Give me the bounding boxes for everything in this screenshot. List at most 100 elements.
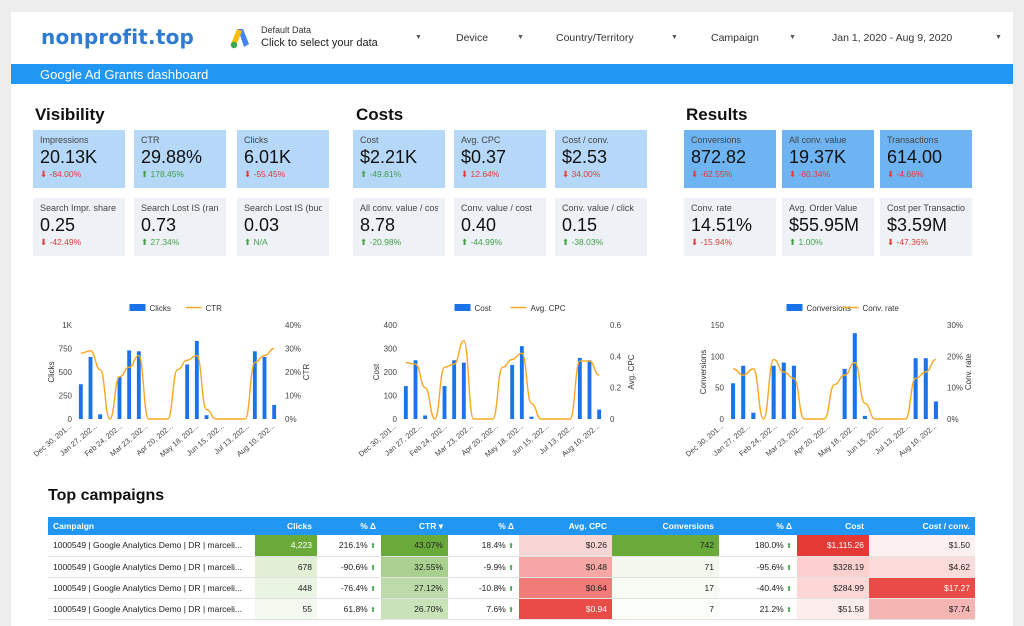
- cell-avg-cpc: $0.64: [519, 577, 612, 599]
- cell-campaign-value: 1000549 | Google Analytics Demo | DR | m…: [53, 540, 242, 551]
- col-conversions-change[interactable]: % Δ: [719, 517, 797, 535]
- arrow-up-icon: ⬆: [789, 237, 797, 247]
- col-ctr[interactable]: CTR ▾: [381, 517, 448, 535]
- table-row[interactable]: 1000549 | Google Analytics Demo | DR | m…: [48, 535, 975, 557]
- cell-ctr-value: 32.55%: [414, 561, 443, 572]
- y-right-tick: 0.6: [610, 321, 622, 330]
- chart-bar: [587, 360, 592, 419]
- cell-clicks-change-value: -76.4%: [340, 582, 368, 593]
- scorecard-change-value: -15.94%: [700, 237, 733, 247]
- y-left-tick: 400: [384, 321, 398, 330]
- cell-conversions-value: 7: [709, 603, 714, 614]
- scorecard-impressions: Impressions 20.13K ⬇ -84.00%: [33, 130, 125, 188]
- scorecard-change-value: -38.03%: [571, 237, 604, 247]
- cell-conversions-value: 17: [704, 582, 714, 593]
- chart-bar: [117, 376, 122, 419]
- chart-bar: [98, 414, 103, 419]
- dashboard-title: Google Ad Grants dashboard: [40, 67, 209, 82]
- col-cost-per-conv[interactable]: Cost / conv.: [869, 517, 975, 535]
- clicks-ctr-chart: Clicks CTR 1K 750 500 250 0 40% 30% 20% 10% 0% Click…: [32, 304, 311, 459]
- col-conversions[interactable]: Conversions: [612, 517, 719, 535]
- cell-clicks-value: 55: [302, 603, 312, 614]
- chart-bar: [136, 351, 141, 419]
- chart-bar: [842, 368, 847, 419]
- arrow-up-icon: ⬆: [508, 585, 514, 593]
- chart-bar: [78, 384, 83, 419]
- arrow-down-icon: ⬇: [691, 169, 699, 179]
- cell-conversions-change-value: -95.6%: [756, 561, 784, 572]
- y-right-tick: 0%: [285, 415, 297, 424]
- scorecard-label: All conv. value / cost: [360, 203, 438, 213]
- col-ctr-change[interactable]: % Δ: [448, 517, 519, 535]
- chart-bar: [403, 386, 408, 419]
- cell-clicks: 448: [255, 577, 317, 599]
- table-row[interactable]: 1000549 | Google Analytics Demo | DR | m…: [48, 556, 975, 578]
- cell-cost-per-conv-value: $17.27: [944, 582, 970, 593]
- cell-cost: $51.58: [797, 598, 869, 620]
- chart-bar: [751, 412, 756, 419]
- cell-conversions-change: 21.2% ⬆: [719, 598, 797, 620]
- scorecard-change-value: -42.49%: [49, 237, 82, 247]
- chart-bar: [771, 365, 776, 419]
- scorecard-label: Search Impr. share: [40, 203, 117, 213]
- cell-conversions-change: -95.6% ⬆: [719, 556, 797, 578]
- scorecard-change: ⬇ -55.45%: [244, 169, 322, 180]
- scorecard-conv-value-click: Conv. value / click 0.15 ⬆ -38.03%: [555, 198, 647, 256]
- date-range-label: Jan 1, 2020 - Aug 9, 2020: [832, 32, 953, 44]
- y-right-tick: 20%: [947, 352, 963, 361]
- header-bar: nonprofit.top Default Data Click to sele…: [11, 12, 1013, 64]
- arrow-up-icon: ⬆: [360, 237, 368, 247]
- col-campaign[interactable]: Campaign: [48, 517, 255, 535]
- data-source-selector[interactable]: Default Data Click to select your data ▼: [229, 25, 429, 55]
- cell-ctr: 32.55%: [381, 556, 448, 578]
- dashboard-banner: Google Ad Grants dashboard: [11, 64, 1013, 84]
- chart-bar: [933, 401, 938, 419]
- cell-avg-cpc-value: $0.48: [585, 561, 607, 572]
- scorecard-avg-order-value: Avg. Order Value $55.95M ⬆ 1.00%: [782, 198, 874, 256]
- arrow-up-icon: ⬆: [370, 585, 376, 593]
- chart-line: [405, 339, 600, 420]
- chart-bar: [442, 386, 447, 419]
- dashboard-page: nonprofit.top Default Data Click to sele…: [11, 12, 1013, 626]
- legend-label: Conv. rate: [863, 304, 900, 313]
- col-clicks-change[interactable]: % Δ: [317, 517, 381, 535]
- cell-conversions-value: 71: [704, 561, 714, 572]
- cell-conversions: 742: [612, 535, 719, 557]
- chart-bar: [262, 356, 267, 419]
- cell-ctr-value: 43.07%: [414, 540, 443, 551]
- col-avg-cpc[interactable]: Avg. CPC: [519, 517, 612, 535]
- chart-bar: [452, 360, 457, 419]
- cell-ctr-change: 18.4% ⬆: [448, 535, 519, 557]
- scorecard-change-value: -4.66%: [896, 169, 924, 179]
- cell-ctr-value: 26.70%: [414, 603, 443, 614]
- cell-cost-per-conv: $7.74: [869, 598, 975, 620]
- col-cost[interactable]: Cost: [797, 517, 869, 535]
- legend-swatch-bar: [786, 304, 803, 311]
- y-right-tick: 10%: [947, 384, 963, 393]
- scorecard-label: Transactions: [887, 135, 939, 145]
- cell-conversions-change: 180.0% ⬆: [719, 535, 797, 557]
- y-right-title: CTR: [302, 364, 311, 381]
- results-title: Results: [686, 105, 748, 124]
- arrow-down-icon: ⬇: [887, 169, 895, 179]
- y-right-tick: 0.2: [610, 384, 622, 393]
- col-clicks[interactable]: Clicks: [255, 517, 317, 535]
- table-row[interactable]: 1000549 | Google Analytics Demo | DR | m…: [48, 577, 975, 599]
- y-right-tick: 20%: [285, 368, 301, 377]
- scorecard-label: Conv. rate: [691, 203, 732, 213]
- scorecard-change-value: N/A: [253, 237, 268, 247]
- chart-bar: [852, 333, 857, 419]
- cell-ctr-value: 27.12%: [414, 582, 443, 593]
- table-row[interactable]: 1000549 | Google Analytics Demo | DR | m…: [48, 598, 975, 620]
- y-left-tick: 250: [59, 392, 73, 401]
- cell-cost: $284.99: [797, 577, 869, 599]
- chart-line: [732, 358, 937, 420]
- y-right-tick: 30%: [947, 321, 963, 330]
- scorecard-clicks: Clicks 6.01K ⬇ -55.45%: [237, 130, 329, 188]
- filter-device-label: Device: [456, 32, 489, 44]
- scorecard-change: ⬆ -38.03%: [562, 237, 640, 248]
- cell-conversions-change-value: -40.4%: [756, 582, 784, 593]
- scorecard-conversions: Conversions 872.82 ⬇ -62.55%: [684, 130, 776, 188]
- y-right-tick: 10%: [285, 392, 301, 401]
- y-left-tick: 100: [711, 352, 725, 361]
